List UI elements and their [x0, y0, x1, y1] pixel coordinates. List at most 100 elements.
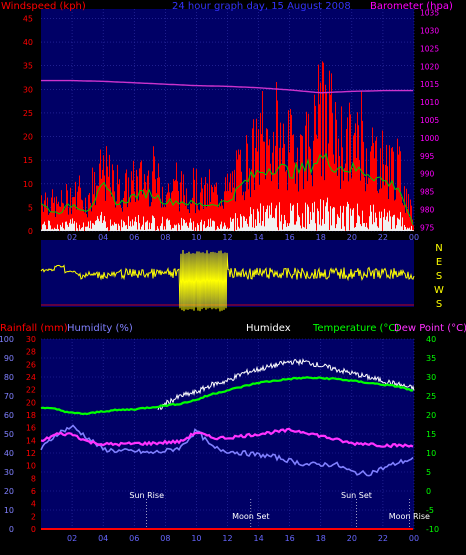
hour-tick-label: 02: [67, 233, 77, 242]
barometer-tick-label: 1030: [420, 26, 439, 35]
humidity-line: [40, 424, 414, 477]
rainfall-tick-label: 0: [31, 525, 36, 534]
temperature-tick-label: -10: [426, 525, 439, 534]
temperature-tick-label: 35: [426, 354, 436, 363]
humidity-tick-label: 90: [4, 354, 14, 363]
hour-tick-label: 04: [98, 534, 108, 543]
humidity-tick-label: 70: [4, 392, 14, 401]
rainfall-tick-label: 16: [26, 424, 36, 433]
temperature-tick-label: 30: [426, 373, 436, 382]
barometer-tick-label: 1010: [420, 98, 439, 107]
barometer-tick-label: 1025: [420, 44, 439, 53]
direction-tick-label: S: [436, 299, 442, 310]
humidity-tick-label: 20: [4, 487, 14, 496]
direction-tick-label: E: [436, 257, 442, 268]
hour-tick-label: 02: [67, 534, 77, 543]
rainfall-tick-label: 14: [26, 436, 36, 445]
direction-line: [40, 249, 415, 312]
windspeed-tick-label: 20: [23, 133, 33, 142]
hour-tick-label: 06: [129, 534, 139, 543]
hour-tick-label: 00: [409, 233, 419, 242]
dewpoint-label: Dew Point (°C): [394, 323, 466, 334]
hour-tick-label: 12: [222, 534, 232, 543]
direction-marks: [40, 249, 415, 312]
hour-tick-label: 04: [98, 233, 108, 242]
humidity-tick-label: 30: [4, 468, 14, 477]
temperature-tick-label: 10: [426, 449, 436, 458]
humidity-tick-label: 50: [4, 430, 14, 439]
event-label: Sun Set: [341, 491, 372, 500]
dewpoint-line: [40, 427, 414, 449]
event-label: Moon Rise: [389, 512, 430, 521]
humidity-tick-label: 100: [0, 335, 14, 344]
humidity-tick-label: 80: [4, 373, 14, 382]
windspeed-tick-label: 35: [23, 62, 33, 71]
windspeed-tick-label: 0: [28, 227, 33, 236]
axis-labels: 0510152025303540459759809859909951000100…: [0, 9, 444, 543]
hour-tick-label: 08: [160, 534, 170, 543]
hour-tick-label: 10: [191, 233, 201, 242]
barometer-tick-label: 995: [420, 152, 435, 161]
windspeed-tick-label: 10: [23, 180, 33, 189]
rainfall-tick-label: 6: [31, 487, 36, 496]
temperature-tick-label: 40: [426, 335, 436, 344]
event-label: Moon Set: [232, 512, 269, 521]
windspeed-tick-label: 25: [23, 109, 33, 118]
windspeed-tick-label: 40: [23, 38, 33, 47]
barometer-tick-label: 1000: [420, 134, 439, 143]
temperature-tick-label: -5: [426, 506, 434, 515]
hour-tick-label: 16: [285, 233, 295, 242]
direction-tick-label: N: [435, 243, 442, 254]
barometer-tick-label: 1015: [420, 80, 439, 89]
barometer-tick-label: 1005: [420, 116, 439, 125]
rainfall-tick-label: 8: [31, 474, 36, 483]
barometer-tick-label: 990: [420, 170, 435, 179]
windspeed-tick-label: 5: [28, 203, 33, 212]
rainfall-tick-label: 26: [26, 360, 36, 369]
rainfall-tick-label: 12: [26, 449, 36, 458]
direction-tick-label: S: [436, 271, 442, 282]
humidex-line: [157, 357, 415, 411]
rainfall-tick-label: 30: [26, 335, 36, 344]
rainfall-tick-label: 18: [26, 411, 36, 420]
hour-tick-label: 20: [347, 233, 357, 242]
rainfall-tick-label: 24: [26, 373, 36, 382]
windspeed-tick-label: 15: [23, 156, 33, 165]
event-label: Sun Rise: [129, 491, 164, 500]
wind-marks: [40, 61, 414, 231]
barometer-tick-label: 980: [420, 206, 435, 215]
barometer-tick-label: 1020: [420, 62, 439, 71]
direction-tick-label: W: [434, 285, 444, 296]
rainfall-tick-label: 28: [26, 348, 36, 357]
hour-tick-label: 08: [160, 233, 170, 242]
rainfall-tick-label: 2: [31, 512, 36, 521]
barometer-tick-label: 975: [420, 223, 435, 232]
hour-tick-label: 00: [409, 534, 419, 543]
hour-tick-label: 20: [347, 534, 357, 543]
hour-tick-label: 16: [285, 534, 295, 543]
windspeed-tick-label: 30: [23, 85, 33, 94]
rainfall-tick-label: 20: [26, 398, 36, 407]
hour-tick-label: 06: [129, 233, 139, 242]
windspeed-label: Windspeed (kph): [1, 1, 86, 12]
wind-average-line: [40, 152, 414, 225]
temperature-tick-label: 15: [426, 430, 436, 439]
hour-tick-label: 14: [253, 534, 263, 543]
barometer-label: Barometer (hpa): [370, 1, 453, 12]
temperature-label: Temperature (°C): [312, 323, 399, 334]
rainfall-tick-label: 4: [31, 500, 36, 509]
hour-tick-label: 12: [222, 233, 232, 242]
hour-tick-label: 22: [378, 534, 388, 543]
hour-tick-label: 18: [316, 534, 326, 543]
humidity-tick-label: 40: [4, 449, 14, 458]
temperature-tick-label: 5: [426, 468, 431, 477]
rainfall-tick-label: 22: [26, 386, 36, 395]
windspeed-tick-label: 45: [23, 14, 33, 23]
chart-title: 24 hour graph day, 15 August 2008: [172, 1, 351, 12]
barometer-line: [41, 79, 413, 94]
rainfall-label: Rainfall (mm): [0, 323, 68, 334]
hour-tick-label: 18: [316, 233, 326, 242]
humidex-label: Humidex: [246, 323, 291, 334]
hour-tick-label: 10: [191, 534, 201, 543]
